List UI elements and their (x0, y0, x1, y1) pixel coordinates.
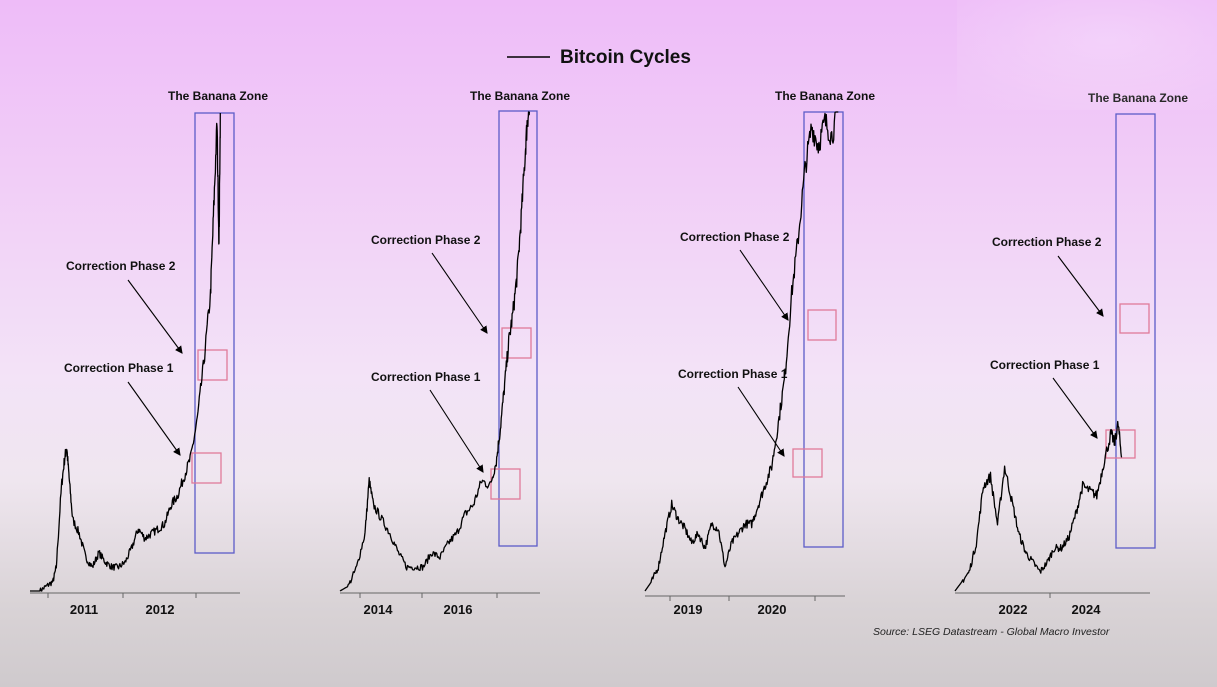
annotation-label: Correction Phase 1 (371, 370, 481, 384)
annotation-label: Correction Phase 2 (680, 230, 790, 244)
x-tick-label: 2011 (70, 602, 98, 617)
correction-box-2 (501, 327, 532, 359)
cycle-panel-4: 2022 2024 The Banana Zone Correction Phase … (954, 91, 1188, 617)
correction-box-1 (490, 468, 521, 500)
correction-box-2 (197, 349, 228, 381)
cycle-panel-3: 2019 2020 The Banana Zone Correction Phase … (644, 89, 875, 617)
correction-box-2 (807, 309, 837, 341)
banana-zone-box (803, 111, 844, 548)
annotation-arrow (431, 252, 488, 334)
annotation-label: Correction Phase 2 (992, 235, 1102, 249)
annotation-arrow (127, 279, 183, 354)
annotation-label: Correction Phase 2 (371, 233, 481, 247)
correction-box-2 (1119, 303, 1150, 334)
correction-box-1 (191, 452, 222, 484)
x-tick-label: 2024 (1072, 602, 1102, 617)
cycle-panel-1: 2011 2012 The Banana Zone Correction Phase … (30, 89, 268, 617)
banana-zone-box (194, 112, 235, 554)
annotation-label: Correction Phase 1 (990, 358, 1100, 372)
bitcoin-price-line (30, 112, 221, 592)
x-tick-label: 2014 (364, 602, 394, 617)
banana-zone-label: The Banana Zone (168, 89, 268, 103)
banana-zone-label: The Banana Zone (1088, 91, 1188, 105)
annotation-label: Correction Phase 2 (66, 259, 176, 273)
annotation-arrow (429, 389, 484, 473)
annotation-arrow (127, 381, 181, 456)
annotation-arrow (737, 386, 785, 457)
correction-box-1 (1105, 429, 1136, 459)
x-tick-label: 2022 (999, 602, 1028, 617)
x-tick-label: 2012 (146, 602, 175, 617)
x-tick-label: 2020 (758, 602, 787, 617)
correction-box-1 (792, 448, 823, 478)
chart-title: Bitcoin Cycles (560, 47, 691, 68)
cycle-panels: 2011 2012 The Banana Zone Correction Phase … (30, 89, 1188, 617)
bitcoin-price-line (339, 111, 531, 592)
annotation-label: Correction Phase 1 (678, 367, 788, 381)
annotation-label: Correction Phase 1 (64, 361, 174, 375)
annotation-arrow (739, 249, 789, 321)
annotation-arrow (1052, 377, 1098, 439)
source-note: Source: LSEG Datastream - Global Macro I… (873, 626, 1110, 638)
banana-zone-box (1115, 113, 1156, 549)
banana-zone-label: The Banana Zone (470, 89, 570, 103)
x-tick-label: 2019 (674, 602, 703, 617)
banana-zone-box (498, 110, 538, 547)
x-tick-label: 2016 (444, 602, 473, 617)
banana-zone-label: The Banana Zone (775, 89, 875, 103)
bitcoin-price-line (954, 420, 1123, 592)
annotation-arrow (1057, 255, 1104, 317)
cycle-panel-2: 2014 2016 The Banana Zone Correction Phase … (339, 89, 570, 617)
bitcoin-price-line (644, 111, 839, 592)
